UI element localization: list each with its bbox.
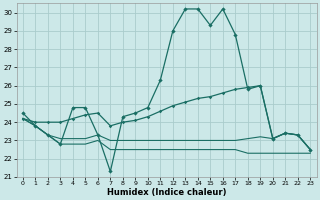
X-axis label: Humidex (Indice chaleur): Humidex (Indice chaleur) <box>107 188 226 197</box>
